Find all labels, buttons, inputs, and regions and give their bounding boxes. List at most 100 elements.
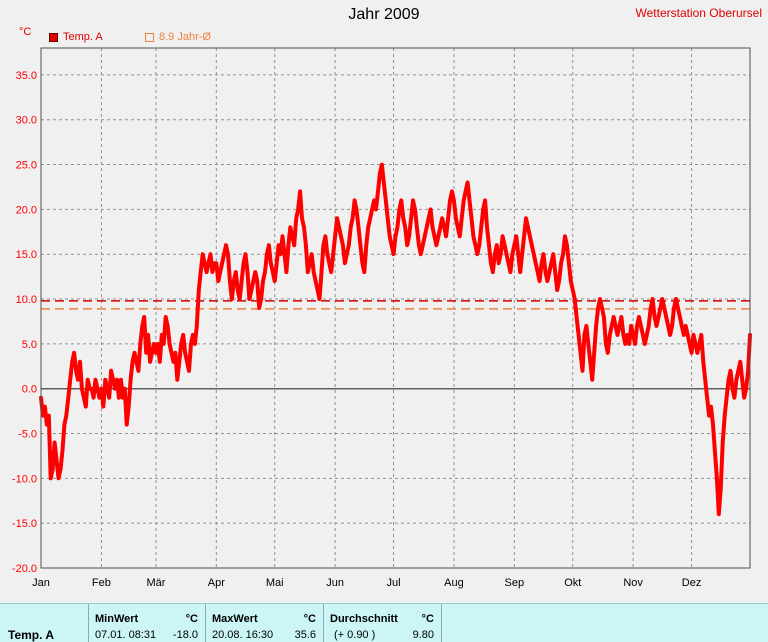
data-point xyxy=(205,270,208,274)
data-point xyxy=(150,351,154,355)
data-point xyxy=(100,387,103,390)
data-point xyxy=(565,244,569,247)
data-point xyxy=(189,342,193,346)
data-point xyxy=(727,378,730,381)
data-point xyxy=(657,315,660,319)
stats-min-header: MinWert xyxy=(95,613,139,625)
y-tick-label: 10.0 xyxy=(16,294,37,306)
data-point xyxy=(404,226,407,229)
data-point xyxy=(628,342,631,346)
data-point xyxy=(374,208,378,211)
legend-swatch-filled-icon xyxy=(49,32,58,42)
data-point xyxy=(437,235,440,238)
data-point xyxy=(441,217,444,220)
data-point xyxy=(723,414,726,417)
data-point xyxy=(665,315,668,319)
data-point xyxy=(735,378,738,381)
data-point xyxy=(600,306,604,310)
data-point xyxy=(624,342,627,346)
data-point xyxy=(80,387,84,390)
data-point xyxy=(76,378,80,381)
data-point xyxy=(480,226,483,229)
x-tick-label: Feb xyxy=(92,577,111,589)
data-point xyxy=(250,288,253,292)
data-point xyxy=(289,226,292,229)
data-point xyxy=(622,333,625,337)
x-tick-label: Jul xyxy=(387,577,401,589)
data-point xyxy=(402,217,405,220)
legend-item-year-average[interactable]: 8.9 Jahr-Ø xyxy=(145,31,211,43)
data-point xyxy=(476,253,479,256)
data-point xyxy=(700,333,703,337)
data-point xyxy=(117,396,121,399)
data-point xyxy=(337,226,341,229)
data-point xyxy=(162,342,165,346)
data-point xyxy=(291,235,294,238)
data-point xyxy=(713,450,717,453)
data-point xyxy=(314,279,317,283)
data-point xyxy=(86,378,89,381)
y-tick-label: -10.0 xyxy=(12,473,37,485)
data-point xyxy=(501,235,504,238)
data-point xyxy=(577,333,580,337)
data-point xyxy=(454,217,458,220)
data-point xyxy=(154,351,158,355)
data-point xyxy=(719,486,722,489)
data-point xyxy=(131,360,134,363)
data-point xyxy=(579,351,582,355)
data-point xyxy=(135,360,138,363)
data-point xyxy=(92,396,95,399)
data-point xyxy=(417,244,421,247)
data-point xyxy=(536,270,539,274)
legend-item-temp-a[interactable]: Temp. A xyxy=(49,31,103,43)
data-point xyxy=(571,288,574,292)
y-tick-label: -15.0 xyxy=(12,518,37,530)
data-point xyxy=(318,297,321,301)
data-point xyxy=(415,226,419,229)
y-tick-label: 30.0 xyxy=(16,115,37,127)
data-point xyxy=(592,351,596,355)
data-point xyxy=(705,396,709,399)
temperature-chart: -20.0 -15.0 -10.0 -5.0 0.0 5.0 10.0 15.0 20.0 25.… xyxy=(12,47,752,589)
data-point xyxy=(298,190,302,193)
stats-max-unit: °C xyxy=(303,613,316,625)
data-point xyxy=(106,387,109,390)
data-point xyxy=(717,513,721,516)
data-point xyxy=(240,279,243,283)
data-point xyxy=(333,235,337,238)
data-point xyxy=(215,261,218,265)
data-point xyxy=(316,288,319,292)
legend-label: 8.9 Jahr-Ø xyxy=(159,31,211,43)
data-point xyxy=(263,270,267,274)
data-point xyxy=(111,378,115,381)
data-point xyxy=(680,324,684,328)
data-point xyxy=(444,235,448,238)
data-point xyxy=(631,333,635,337)
data-point xyxy=(524,217,528,220)
data-point xyxy=(257,306,261,310)
data-point xyxy=(468,199,471,202)
data-point xyxy=(43,405,47,408)
x-tick-label: Apr xyxy=(208,577,225,589)
data-point xyxy=(585,324,588,328)
data-point xyxy=(678,315,682,319)
data-point xyxy=(254,270,257,274)
x-tick-label: Sep xyxy=(505,577,525,589)
data-point xyxy=(554,270,557,274)
data-point xyxy=(520,253,524,256)
stats-min-cell: MinWert °C 07.01. 08:31 -18.0 xyxy=(89,604,206,642)
data-point xyxy=(398,208,401,211)
data-point xyxy=(74,369,78,372)
data-point xyxy=(616,333,619,337)
data-point xyxy=(72,351,76,355)
x-tick-label: Mai xyxy=(266,577,284,589)
data-point xyxy=(187,369,191,372)
data-point xyxy=(283,253,286,256)
data-point xyxy=(331,253,335,256)
data-point xyxy=(503,244,506,247)
data-point xyxy=(277,244,280,247)
data-point xyxy=(737,369,740,372)
data-point xyxy=(137,369,140,372)
data-point xyxy=(302,226,306,229)
data-point xyxy=(259,297,263,301)
